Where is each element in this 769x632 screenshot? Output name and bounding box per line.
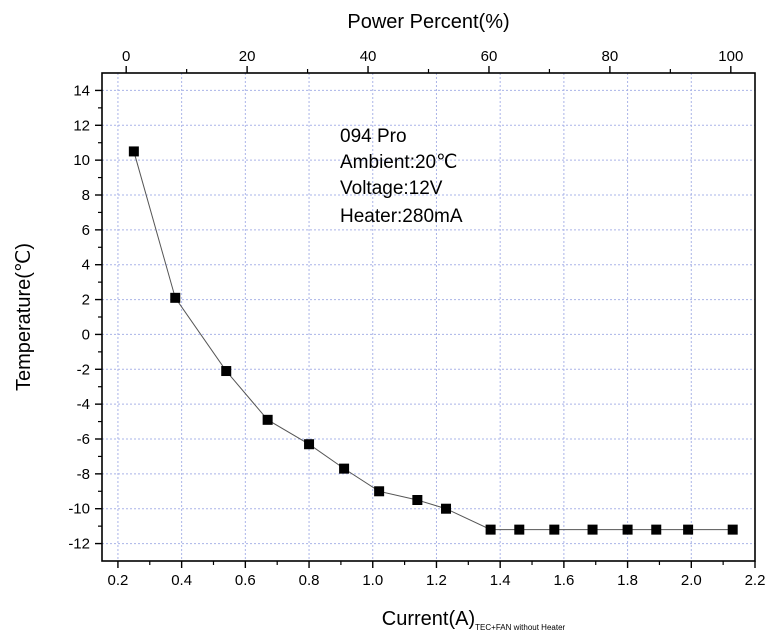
data-point	[170, 292, 181, 303]
data-point	[683, 524, 694, 535]
top-tick-label: 80	[602, 48, 619, 65]
y-tick-label: 8	[82, 187, 90, 204]
annotation-block: 094 Pro Ambient:20℃ Voltage:12V Heater:2…	[340, 126, 463, 227]
x-tick-label: 1.4	[490, 572, 511, 589]
data-point	[587, 524, 598, 535]
top-tick-label: 60	[481, 48, 498, 65]
top-axis-title: Power Percent(%)	[347, 11, 509, 33]
x-tick-label: 0.8	[299, 572, 320, 589]
top-tick-label: 0	[122, 48, 130, 65]
x-tick-label: 0.4	[171, 572, 192, 589]
x-tick-label: 0.2	[107, 572, 128, 589]
annotation-voltage: Voltage:12V	[340, 178, 443, 199]
y-tick-label: -10	[68, 501, 90, 518]
plot-frame	[101, 72, 756, 562]
data-point	[651, 524, 662, 535]
y-tick-label: -6	[77, 431, 90, 448]
data-point	[221, 366, 232, 377]
y-tick-label: 10	[73, 152, 90, 169]
data-point	[549, 524, 560, 535]
data-point	[514, 524, 525, 535]
data-point	[374, 486, 385, 497]
y-tick-label: 4	[82, 257, 90, 274]
annotation-heater: Heater:280mA	[340, 206, 463, 227]
x-tick-label: 0.6	[235, 572, 256, 589]
y-tick-label: -12	[68, 536, 90, 553]
x-axis-title: Current(A)TEC+FAN without Heater	[382, 608, 566, 632]
y-tick-label: 14	[73, 82, 90, 99]
data-point	[262, 414, 273, 425]
y-tick-label: 2	[82, 292, 90, 309]
ticks: 0.2 0.4 0.6 0.8 1.0 1.2 1.4 1.6 1.8 2.0 2.2 -12 -10 -…	[68, 48, 765, 589]
annotation-model: 094 Pro	[340, 126, 407, 147]
y-tick-label: 0	[82, 326, 90, 343]
y-tick-label: -8	[77, 466, 90, 483]
x-tick-label: 1.6	[553, 572, 574, 589]
x-axis-title-main: Current(A)	[382, 608, 475, 630]
y-axis-title: Temperature(℃)	[13, 243, 35, 391]
y-tick-label: -2	[77, 361, 90, 378]
y-tick-label: 6	[82, 222, 90, 239]
data-point	[339, 463, 350, 474]
data-point	[622, 524, 633, 535]
x-axis-title-subscript: TEC+FAN without Heater	[475, 623, 565, 632]
series	[128, 146, 738, 535]
data-point	[304, 439, 315, 450]
top-tick-label: 40	[360, 48, 377, 65]
x-tick-label: 2.2	[745, 572, 766, 589]
data-point	[128, 146, 139, 157]
data-point	[485, 524, 496, 535]
top-tick-label: 20	[239, 48, 256, 65]
x-tick-label: 1.8	[617, 572, 638, 589]
data-point	[412, 495, 423, 505]
y-tick-label: -4	[77, 396, 90, 413]
data-point	[441, 503, 452, 514]
y-tick-label: 12	[73, 117, 90, 134]
top-tick-label: 100	[718, 48, 743, 65]
grid	[102, 73, 755, 561]
x-tick-label: 1.2	[426, 572, 447, 589]
x-tick-label: 2.0	[681, 572, 702, 589]
x-tick-label: 1.0	[362, 572, 383, 589]
annotation-ambient: Ambient:20℃	[340, 152, 457, 173]
data-point	[727, 524, 738, 535]
